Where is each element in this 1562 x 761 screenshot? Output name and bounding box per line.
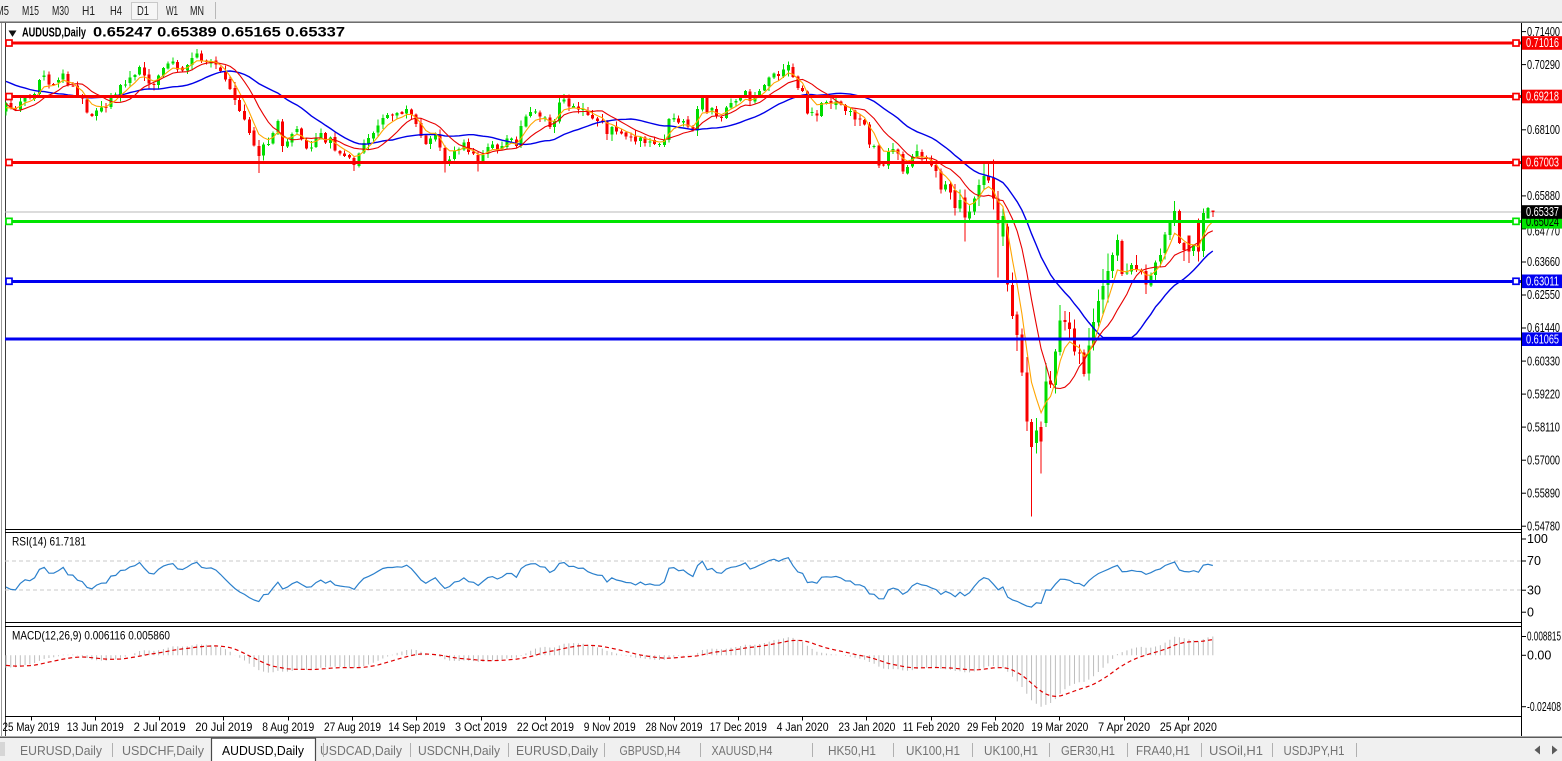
svg-text:0.67003: 0.67003 bbox=[1526, 156, 1559, 170]
svg-text:0.59220: 0.59220 bbox=[1527, 387, 1560, 401]
svg-text:0.71400: 0.71400 bbox=[1527, 25, 1560, 39]
svg-text:0.65880: 0.65880 bbox=[1527, 189, 1560, 203]
svg-text:H4: H4 bbox=[110, 4, 122, 18]
svg-text:9 Nov 2019: 9 Nov 2019 bbox=[584, 722, 636, 734]
svg-text:0.63011: 0.63011 bbox=[1526, 275, 1559, 289]
svg-text:8 Aug 2019: 8 Aug 2019 bbox=[262, 722, 314, 734]
svg-text:USDCAD,Daily: USDCAD,Daily bbox=[320, 743, 402, 758]
svg-text:UK100,H1: UK100,H1 bbox=[984, 743, 1038, 758]
svg-text:GBPUSD,H4: GBPUSD,H4 bbox=[620, 743, 681, 758]
svg-text:GER30,H1: GER30,H1 bbox=[1061, 743, 1115, 758]
svg-text:M30: M30 bbox=[52, 4, 69, 18]
svg-text:3 Oct 2019: 3 Oct 2019 bbox=[455, 722, 507, 734]
svg-text:7 Apr 2020: 7 Apr 2020 bbox=[1098, 722, 1150, 734]
svg-text:0.61065: 0.61065 bbox=[1526, 332, 1559, 346]
svg-text:EURUSD,Daily: EURUSD,Daily bbox=[20, 743, 102, 758]
svg-text:-0.02408: -0.02408 bbox=[1527, 700, 1561, 714]
svg-text:0.68100: 0.68100 bbox=[1527, 123, 1560, 137]
svg-text:19 Mar 2020: 19 Mar 2020 bbox=[1031, 722, 1088, 734]
svg-text:EURUSD,Daily: EURUSD,Daily bbox=[516, 743, 598, 758]
svg-text:0.63660: 0.63660 bbox=[1527, 255, 1560, 269]
svg-text:0.61440: 0.61440 bbox=[1527, 321, 1560, 335]
svg-text:0.008815: 0.008815 bbox=[1527, 630, 1561, 644]
svg-text:H1: H1 bbox=[82, 4, 95, 18]
svg-text:0.62550: 0.62550 bbox=[1527, 288, 1560, 302]
svg-text:USDJPY,H1: USDJPY,H1 bbox=[1284, 743, 1345, 758]
svg-text:D1: D1 bbox=[137, 4, 149, 18]
svg-text:XAUUSD,H4: XAUUSD,H4 bbox=[712, 743, 773, 758]
svg-text:USDCHF,Daily: USDCHF,Daily bbox=[122, 743, 204, 758]
svg-text:30: 30 bbox=[1527, 583, 1541, 597]
svg-text:FRA40,H1: FRA40,H1 bbox=[1136, 743, 1190, 758]
svg-text:4 Jan 2020: 4 Jan 2020 bbox=[777, 722, 829, 734]
svg-text:MN: MN bbox=[190, 4, 204, 18]
svg-text:W1: W1 bbox=[166, 4, 178, 18]
svg-text:0.54780: 0.54780 bbox=[1527, 519, 1560, 533]
svg-text:0: 0 bbox=[1527, 605, 1534, 619]
svg-text:USOil,H1: USOil,H1 bbox=[1209, 743, 1263, 758]
svg-text:20 Jul 2019: 20 Jul 2019 bbox=[195, 722, 252, 734]
svg-text:0.70290: 0.70290 bbox=[1527, 58, 1560, 72]
svg-text:17 Dec 2019: 17 Dec 2019 bbox=[710, 722, 767, 734]
svg-text:28 Nov 2019: 28 Nov 2019 bbox=[646, 722, 703, 734]
svg-text:0.71016: 0.71016 bbox=[1526, 36, 1559, 50]
svg-text:MACD(12,26,9) 0.006116 0.00586: MACD(12,26,9) 0.006116 0.005860 bbox=[12, 629, 170, 643]
svg-text:0.65247 0.65389 0.65165 0.6533: 0.65247 0.65389 0.65165 0.65337 bbox=[93, 25, 345, 40]
svg-text:0.65337: 0.65337 bbox=[1526, 205, 1559, 219]
svg-text:USDCNH,Daily: USDCNH,Daily bbox=[418, 743, 500, 758]
svg-text:M5: M5 bbox=[0, 4, 9, 18]
svg-text:0.00: 0.00 bbox=[1527, 649, 1551, 663]
svg-text:25 May 2019: 25 May 2019 bbox=[3, 722, 60, 734]
svg-text:UK100,H1: UK100,H1 bbox=[906, 743, 960, 758]
svg-text:0.58110: 0.58110 bbox=[1527, 420, 1560, 434]
svg-text:100: 100 bbox=[1527, 532, 1548, 546]
svg-text:0.69218: 0.69218 bbox=[1526, 90, 1559, 104]
svg-text:70: 70 bbox=[1527, 554, 1541, 568]
svg-text:0.60330: 0.60330 bbox=[1527, 354, 1560, 368]
svg-text:AUDUSD,Daily: AUDUSD,Daily bbox=[22, 25, 87, 40]
svg-text:13 Jun 2019: 13 Jun 2019 bbox=[67, 722, 124, 734]
svg-text:23 Jan 2020: 23 Jan 2020 bbox=[838, 722, 895, 734]
svg-text:0.55890: 0.55890 bbox=[1527, 486, 1560, 500]
svg-text:14 Sep 2019: 14 Sep 2019 bbox=[388, 722, 445, 734]
svg-text:25 Apr 2020: 25 Apr 2020 bbox=[1160, 722, 1217, 734]
svg-text:M15: M15 bbox=[22, 4, 39, 18]
svg-text:RSI(14) 61.7181: RSI(14) 61.7181 bbox=[12, 535, 86, 549]
svg-text:11 Feb 2020: 11 Feb 2020 bbox=[903, 722, 960, 734]
svg-text:HK50,H1: HK50,H1 bbox=[828, 743, 876, 758]
svg-text:AUDUSD,Daily: AUDUSD,Daily bbox=[222, 743, 304, 758]
svg-text:27 Aug 2019: 27 Aug 2019 bbox=[324, 722, 381, 734]
svg-text:2 Jul 2019: 2 Jul 2019 bbox=[134, 722, 186, 734]
svg-text:0.57000: 0.57000 bbox=[1527, 453, 1560, 467]
svg-text:29 Feb 2020: 29 Feb 2020 bbox=[967, 722, 1024, 734]
svg-text:22 Oct 2019: 22 Oct 2019 bbox=[517, 722, 574, 734]
